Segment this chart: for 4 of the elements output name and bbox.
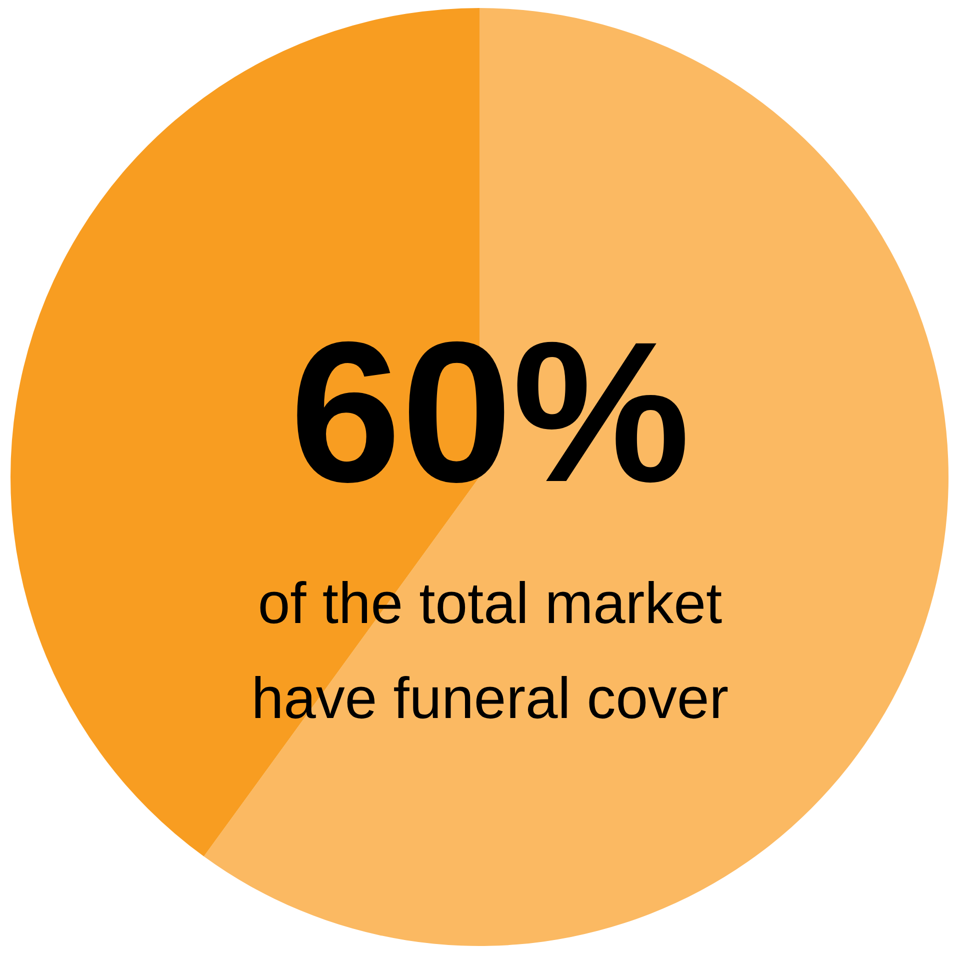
pie-slice xyxy=(204,8,948,946)
text: of the total market xyxy=(258,571,722,636)
text: have funeral cover xyxy=(251,666,729,731)
data-label: 60% xyxy=(290,301,690,524)
